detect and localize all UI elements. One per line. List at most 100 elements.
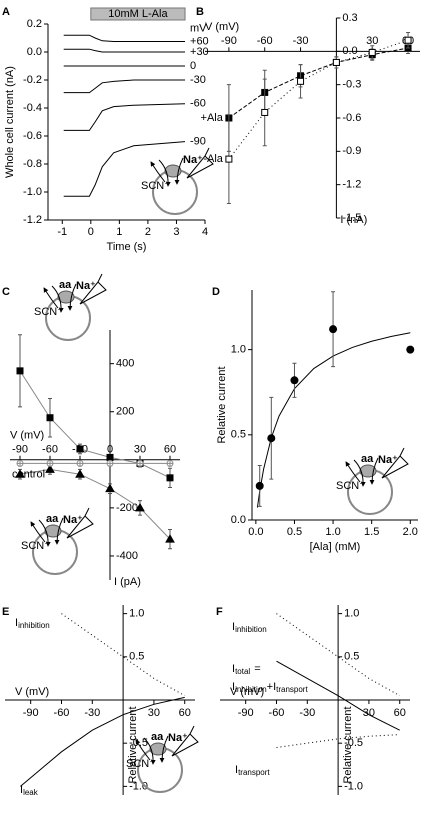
inset-label: SCN⁻ [34,306,63,318]
pipette [79,273,107,305]
arrow [38,519,51,547]
legend-title: mV [190,22,207,34]
x-tick-label: 1.5 [364,526,379,538]
arrow [67,283,77,311]
marker [297,77,305,85]
pipette [66,507,94,539]
series-line [63,141,186,197]
y-axis-label: Relative current [127,706,139,783]
series-line [63,103,186,131]
series-label: -60 [190,98,206,110]
marker [225,155,233,163]
y-tick-label: -0.8 [23,158,42,170]
x-tick-label: 0.5 [287,526,302,538]
series-line [276,613,400,697]
x-tick-label: -60 [257,35,273,47]
arrow [143,737,156,765]
fit-curve [256,332,411,508]
x-tick-label: 2.0 [403,526,418,538]
inset-label: aa [46,513,59,525]
arrow [30,521,46,543]
subscript: transport [276,685,308,694]
inset-label: Na⁺ [378,454,398,466]
y-tick-label: -0.6 [342,112,361,124]
x-tick-label: 30 [366,35,378,47]
series-line [63,48,186,53]
transporter [57,290,75,304]
arrow [159,735,169,763]
y-tick-label: -0.6 [23,130,42,142]
marker [106,459,114,467]
y-tick-label: 0.5 [344,651,359,663]
x-axis-label: V (mV) [15,686,49,698]
series-line [63,34,186,42]
y-tick-label: -1.0 [23,186,42,198]
inset-label: aa [151,731,164,743]
marker [46,459,54,467]
marker [261,108,269,116]
legend-label: -Ala [203,153,223,165]
x-tick-label: 4 [202,226,208,238]
point [329,325,338,334]
marker [75,469,85,478]
x-axis-label: [Ala] (mM) [310,541,361,553]
series-line [276,660,400,731]
x-tick-label: 30 [134,444,146,456]
arrow [369,457,379,485]
series-line [228,47,409,119]
x-tick-label: 0 [107,444,113,456]
panel-letter: E [2,606,9,618]
series-line [63,79,186,94]
x-tick-label: -60 [42,444,58,456]
x-tick-label: -60 [54,707,70,719]
series-label: +60 [190,35,209,47]
series-label: -30 [190,74,206,86]
label-text: I [20,784,23,796]
stimulus-label: 10mM L-Ala [108,8,168,20]
y-tick-label: 1.0 [344,608,359,620]
point [290,376,299,385]
point [267,434,276,443]
y-tick-label: 0.0 [27,46,42,58]
inset-label: SCN⁻ [336,480,365,492]
series-line [19,468,171,540]
pipette [381,447,409,479]
y-tick-label: -1.2 [23,214,42,226]
x-tick-label: 0.0 [248,526,263,538]
transporter [149,742,167,756]
x-tick-label: 2 [145,226,151,238]
x-tick-label: 60 [164,444,176,456]
inset-label: SCN⁻ [141,180,170,192]
x-tick-label: 30 [148,707,160,719]
y-tick-label: -0.3 [342,79,361,91]
y-tick-label: 200 [116,406,134,418]
x-tick-label: 60 [394,707,406,719]
arrow [150,161,166,183]
y-tick-label: 0.3 [342,12,357,24]
y-tick-label: -1.5 [342,212,361,224]
transporter [44,524,62,538]
x-tick-label: -90 [12,444,28,456]
label-text: I [15,617,18,629]
y-axis-label: I (pA) [114,576,141,588]
inset-label: aa [59,279,72,291]
series-line [228,39,409,160]
subscript: leak [23,788,39,797]
x-tick-label: -90 [238,707,254,719]
x-tick-label: -1 [57,226,67,238]
y-tick-label: 0.0 [342,45,357,57]
transporter [359,464,377,478]
series-line [276,734,400,748]
y-tick-label: 1.0 [231,344,246,356]
marker [368,48,376,56]
y-tick-label: -400 [116,550,138,562]
x-tick-label: -30 [293,35,309,47]
marker [46,414,54,422]
x-tick-label: 1 [116,226,122,238]
label-text: I [232,663,235,675]
y-axis-label: I (nA) [340,214,367,226]
x-tick-label: 1.0 [325,526,340,538]
equation-label: Iinhibition+Itransport [232,681,308,694]
